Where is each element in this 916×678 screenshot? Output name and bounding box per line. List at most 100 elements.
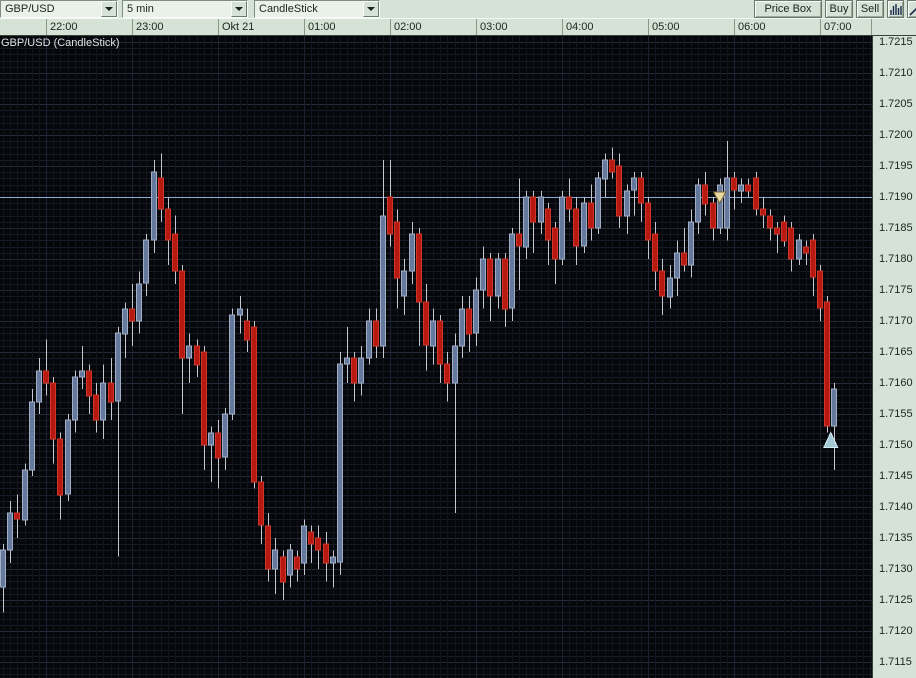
candle-bear[interactable]: [308, 531, 314, 545]
candle-bear[interactable]: [681, 252, 687, 266]
candle-bear[interactable]: [502, 258, 508, 310]
buy-button[interactable]: Buy: [825, 0, 853, 18]
candle-bull[interactable]: [337, 363, 343, 563]
buy-signal-marker[interactable]: [822, 431, 839, 449]
candle-bear[interactable]: [423, 301, 429, 346]
candle-bull[interactable]: [695, 184, 701, 223]
candle-bear[interactable]: [50, 382, 56, 440]
candle-bear[interactable]: [645, 202, 651, 241]
timeframe-combobox-arrow[interactable]: [231, 1, 247, 17]
candle-bear[interactable]: [566, 196, 572, 210]
candle-bull[interactable]: [831, 388, 837, 427]
candle-bear[interactable]: [251, 326, 257, 483]
candle-bull[interactable]: [7, 512, 13, 551]
candle-bull[interactable]: [208, 432, 214, 446]
candle-bull[interactable]: [631, 177, 637, 191]
candle-bull[interactable]: [65, 419, 71, 495]
candle-bear[interactable]: [394, 221, 400, 279]
candle-bear[interactable]: [387, 196, 393, 235]
candle-bear[interactable]: [57, 438, 63, 496]
candle-bear[interactable]: [444, 363, 450, 384]
candle-bear[interactable]: [609, 159, 615, 173]
candle-bull[interactable]: [358, 357, 364, 384]
candle-bull[interactable]: [229, 314, 235, 415]
candle-bear[interactable]: [165, 208, 171, 241]
candle-bull[interactable]: [72, 376, 78, 421]
candle-bull[interactable]: [79, 370, 85, 378]
candle-bull[interactable]: [523, 196, 529, 248]
price-axis[interactable]: 1.7215 1.7210 1.7205 1.7200 1.7195 1.7190 1.71…: [872, 36, 916, 678]
candle-bear[interactable]: [194, 345, 200, 366]
charttype-combobox[interactable]: CandleStick: [254, 0, 380, 18]
candle-bear[interactable]: [774, 227, 780, 235]
candle-bull[interactable]: [237, 308, 243, 316]
candle-bear[interactable]: [803, 246, 809, 254]
candle-bull[interactable]: [287, 549, 293, 576]
candle-bear[interactable]: [745, 184, 751, 192]
candle-bull[interactable]: [22, 469, 28, 521]
candle-bear[interactable]: [437, 320, 443, 365]
candle-bull[interactable]: [602, 159, 608, 180]
candle-bear[interactable]: [545, 208, 551, 241]
candle-bear[interactable]: [516, 233, 522, 247]
candle-bear[interactable]: [351, 357, 357, 384]
candle-bull[interactable]: [473, 289, 479, 334]
candle-bull[interactable]: [509, 233, 515, 309]
candle-bear[interactable]: [315, 537, 321, 551]
candle-bull[interactable]: [380, 215, 386, 347]
candle-bull[interactable]: [624, 190, 630, 217]
candle-bear[interactable]: [416, 233, 422, 303]
candle-bear[interactable]: [280, 556, 286, 583]
candle-bull[interactable]: [738, 184, 744, 192]
candle-bull[interactable]: [100, 382, 106, 421]
sell-button[interactable]: Sell: [856, 0, 884, 18]
candle-bear[interactable]: [86, 370, 92, 397]
candle-bull[interactable]: [796, 239, 802, 260]
candle-bear[interactable]: [323, 543, 329, 564]
candle-bull[interactable]: [595, 177, 601, 229]
candle-bear[interactable]: [616, 165, 622, 217]
candle-bear[interactable]: [258, 481, 264, 526]
candle-bull[interactable]: [136, 283, 142, 322]
candle-bull[interactable]: [272, 549, 278, 570]
sell-signal-marker[interactable]: [712, 191, 727, 205]
candle-bear[interactable]: [731, 177, 737, 191]
candle-bear[interactable]: [638, 177, 644, 204]
candle-bull[interactable]: [186, 345, 192, 359]
candle-bull[interactable]: [480, 258, 486, 291]
candle-bull[interactable]: [459, 308, 465, 347]
candle-bear[interactable]: [824, 301, 830, 427]
candle-bear[interactable]: [652, 233, 658, 272]
price-box-button[interactable]: Price Box: [754, 0, 822, 18]
candle-bear[interactable]: [244, 320, 250, 341]
candle-bear[interactable]: [294, 556, 300, 570]
volume-chart-button[interactable]: [887, 0, 904, 18]
candle-bear[interactable]: [14, 512, 20, 520]
candle-bull[interactable]: [151, 171, 157, 241]
candle-bear[interactable]: [215, 432, 221, 459]
candle-bull[interactable]: [0, 549, 6, 588]
candle-bear[interactable]: [753, 177, 759, 210]
timeframe-combobox[interactable]: 5 min: [122, 0, 248, 18]
candle-bull[interactable]: [301, 525, 307, 564]
candle-bull[interactable]: [143, 239, 149, 284]
candle-bull[interactable]: [688, 221, 694, 266]
candle-bear[interactable]: [373, 320, 379, 347]
candle-bull[interactable]: [115, 332, 121, 402]
candle-bear[interactable]: [93, 394, 99, 421]
trendline-tool-button[interactable]: [907, 0, 916, 18]
symbol-combobox[interactable]: GBP/USD: [0, 0, 118, 18]
candle-bear[interactable]: [767, 215, 773, 229]
candle-bear[interactable]: [817, 270, 823, 309]
candle-bear[interactable]: [487, 258, 493, 297]
candle-bear[interactable]: [781, 221, 787, 242]
candle-bull[interactable]: [430, 320, 436, 347]
candle-bear[interactable]: [158, 177, 164, 210]
candle-bear[interactable]: [659, 270, 665, 297]
candle-bull[interactable]: [559, 196, 565, 260]
candle-bear[interactable]: [43, 370, 49, 384]
candle-bull[interactable]: [409, 233, 415, 272]
candle-bear[interactable]: [588, 202, 594, 229]
candle-bear[interactable]: [108, 382, 114, 403]
candle-bull[interactable]: [724, 177, 730, 229]
